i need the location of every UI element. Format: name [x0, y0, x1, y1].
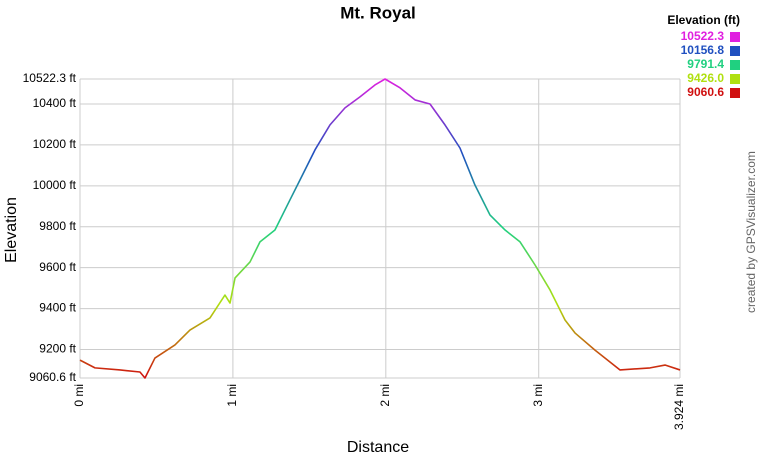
- legend-swatch: [730, 60, 740, 70]
- y-tick-label: 9060.6 ft: [29, 370, 76, 384]
- y-axis-label: Elevation: [3, 197, 20, 263]
- elevation-line: [79, 78, 681, 379]
- y-tick-label: 10000 ft: [33, 178, 77, 192]
- y-tick-label: 9400 ft: [39, 301, 76, 315]
- credit: created by GPSVisualizer.com: [744, 151, 758, 313]
- legend-title: Elevation (ft): [667, 13, 740, 27]
- legend-swatch: [730, 46, 740, 56]
- legend-label: 10522.3: [681, 29, 725, 43]
- y-tick-label: 10200 ft: [33, 137, 77, 151]
- y-tick-label: 10522.3 ft: [23, 71, 77, 85]
- x-axis-label: Distance: [347, 439, 409, 456]
- x-tick-label: 2 mi: [378, 384, 392, 407]
- y-tick-label: 9200 ft: [39, 342, 76, 356]
- chart-title: Mt. Royal: [340, 3, 416, 22]
- y-tick-label: 10400 ft: [33, 96, 77, 110]
- legend-label: 9060.6: [687, 85, 724, 99]
- y-tick-label: 9800 ft: [39, 219, 76, 233]
- y-tick-label: 9600 ft: [39, 260, 76, 274]
- legend-label: 9426.0: [687, 71, 724, 85]
- x-tick-label: 3 mi: [531, 384, 545, 407]
- x-tick-label: 3.924 mi: [672, 384, 686, 430]
- legend-label: 9791.4: [687, 57, 724, 71]
- x-tick-label: 0 mi: [72, 384, 86, 407]
- legend-swatch: [730, 88, 740, 98]
- legend-swatch: [730, 74, 740, 84]
- legend-swatch: [730, 32, 740, 42]
- x-tick-label: 1 mi: [225, 384, 239, 407]
- legend-label: 10156.8: [681, 43, 725, 57]
